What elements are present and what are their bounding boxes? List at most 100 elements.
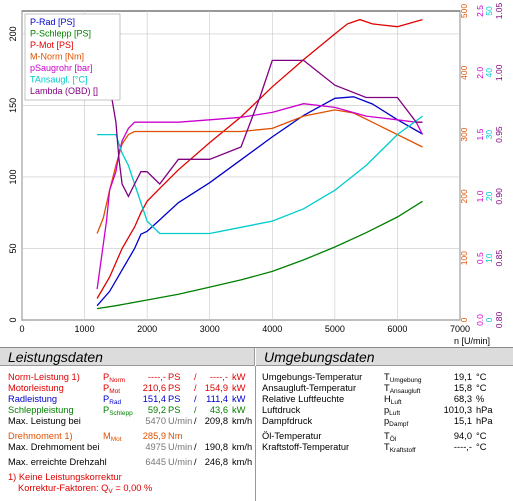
- right-axis-nm-tick: 300: [459, 127, 469, 141]
- right-axis-nm-tick: 400: [459, 65, 469, 79]
- umgebung-unit: °C: [476, 442, 487, 452]
- umgebung-symbol: HLuft: [384, 394, 402, 406]
- leistung-value2: 111,4: [206, 394, 228, 404]
- leistung-label: Norm-Leistung 1): [8, 372, 80, 382]
- umgebung-label: Kraftstoff-Temperatur: [262, 442, 350, 452]
- series-line: [96, 58, 423, 198]
- x-tick-label: 7000: [450, 324, 470, 334]
- umgebung-value: 15,1: [453, 416, 472, 426]
- right-axis-bar-tick: 1.0: [475, 190, 485, 202]
- right-axis-bar-tick: 1.5: [475, 128, 485, 140]
- x-axis-label: n [U/min]: [454, 336, 490, 346]
- leistung-symbol: PSchlepp: [103, 405, 133, 417]
- umgebung-unit: °C: [476, 431, 487, 441]
- series-line: [97, 115, 423, 235]
- umgebungsdaten-header: Umgebungsdaten: [256, 348, 513, 366]
- leistung-value2: 246,8: [204, 457, 228, 467]
- right-axis-lambda-tick: 0.90: [494, 188, 504, 205]
- leistung-separator: /: [194, 442, 197, 452]
- umgebung-value: 15,8: [453, 383, 472, 393]
- table-divider: [255, 366, 256, 501]
- leistung-label: Schleppleistung: [8, 405, 74, 415]
- right-axis-nm-tick: 100: [459, 251, 469, 265]
- right-axis-temp-tick: 50: [484, 6, 494, 16]
- leistung-unit2: km/h: [232, 457, 253, 467]
- series-line: [97, 200, 423, 310]
- x-tick-label: 5000: [325, 324, 345, 334]
- leistung-separator: /: [194, 405, 197, 415]
- leistung-value1: 285,9: [142, 431, 166, 441]
- x-tick-label: 2000: [137, 324, 157, 334]
- leistung-unit1: U/min: [168, 442, 193, 452]
- leistung-unit2: km/h: [232, 442, 253, 452]
- leistung-unit1: PS: [168, 372, 181, 382]
- leistung-value2: 209,8: [204, 416, 228, 426]
- leistung-value1: 59,2: [147, 405, 166, 415]
- legend-entry: M-Norm [Nm]: [30, 52, 84, 62]
- leistung-unit1: PS: [168, 405, 181, 415]
- right-axis-bar-tick: 0.5: [475, 252, 485, 264]
- umgebung-label: Ansaugluft-Temperatur: [262, 383, 357, 393]
- umgebung-symbol: TAnsaugluft: [384, 383, 421, 395]
- right-axis-temp-tick: 30: [484, 130, 494, 140]
- umgebung-symbol: TKraftstoff: [384, 442, 416, 454]
- footnote-line2: Korrektur-Faktoren: QV = 0,00 %: [18, 483, 153, 495]
- umgebung-label: Luftdruck: [262, 405, 301, 415]
- leistung-value1: 210,6: [142, 383, 166, 393]
- series-line: [96, 18, 423, 299]
- leistung-value2: 154,9: [204, 383, 228, 393]
- y-tick-label: 200: [8, 26, 18, 41]
- y-tick-label: 100: [8, 169, 18, 184]
- right-axis-temp-tick: 20: [484, 191, 494, 201]
- leistung-unit1: U/min: [168, 457, 193, 467]
- umgebung-value: 94,0: [453, 431, 472, 441]
- right-axis-lambda-tick: 1.05: [494, 2, 504, 19]
- right-axis-nm-tick: 500: [459, 4, 469, 18]
- leistung-unit1: PS: [168, 383, 181, 393]
- leistung-symbol: PMot: [103, 383, 121, 395]
- right-axis-nm-tick: 200: [459, 189, 469, 203]
- right-axis-bar-tick: 0.0: [475, 314, 485, 326]
- umgebung-symbol: pDampf: [384, 416, 409, 428]
- leistung-label: Max. erreichte Drehzahl: [8, 457, 107, 467]
- legend: P-Rad [PS] P-Schlepp [PS]P-Mot [PS] M-Norm…: [24, 13, 121, 101]
- right-axis-temp-tick: 0: [484, 317, 494, 322]
- x-tick-label: 3000: [200, 324, 220, 334]
- x-tick-label: 4000: [262, 324, 282, 334]
- right-axis-lambda-tick: 0.95: [494, 126, 504, 143]
- leistung-label: Radleistung: [8, 394, 58, 404]
- umgebung-symbol: pLuft: [384, 405, 401, 417]
- y-tick-label: 50: [8, 243, 18, 253]
- leistung-value1: 5470: [145, 416, 166, 426]
- x-tick-label: 0: [19, 324, 24, 334]
- right-axis-bar-tick: 2.5: [475, 5, 485, 17]
- umgebung-unit: hPa: [476, 416, 493, 426]
- leistung-separator: /: [194, 394, 197, 404]
- right-axis-lambda-tick: 1.00: [494, 64, 504, 81]
- data-tables: Leistungsdaten Umgebungsdaten Norm-Leist…: [0, 347, 513, 501]
- leistung-value1: 151,4: [142, 394, 166, 404]
- leistung-value1: 4975: [145, 442, 166, 452]
- leistung-symbol: PNorm: [103, 372, 126, 384]
- umgebung-value: 68,3: [453, 394, 472, 404]
- y-tick-label: 0: [8, 317, 18, 322]
- right-axis-nm-tick: 0: [459, 317, 469, 322]
- legend-entry: TAnsaugl. [°C]: [30, 75, 87, 85]
- umgebung-unit: %: [476, 394, 485, 404]
- umgebung-unit: °C: [476, 383, 487, 393]
- leistung-separator: /: [194, 383, 197, 393]
- leistung-unit2: kW: [232, 372, 246, 382]
- legend-box: [24, 13, 121, 101]
- right-axis-lambda-tick: 0.85: [494, 250, 504, 267]
- x-tick-label: 6000: [387, 324, 407, 334]
- leistungsdaten-header: Leistungsdaten: [0, 348, 255, 366]
- x-tick-label: 1000: [75, 324, 95, 334]
- leistung-value1: ----,-: [147, 372, 166, 382]
- legend-entry: P-Schlepp [PS]: [30, 29, 91, 39]
- leistung-label: Drehmoment 1): [8, 431, 73, 441]
- umgebung-value: ----,-: [453, 442, 472, 452]
- leistung-value2: 43,6: [209, 405, 228, 415]
- leistung-unit2: km/h: [232, 416, 253, 426]
- right-axis-temp-tick: 40: [484, 68, 494, 78]
